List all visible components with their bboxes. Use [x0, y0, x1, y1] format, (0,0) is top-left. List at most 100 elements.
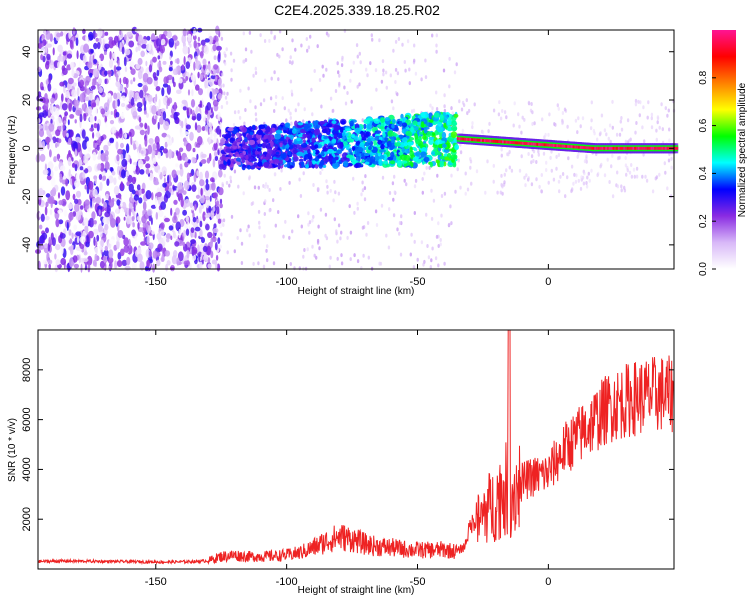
spectrogram-cell-noise [100, 152, 106, 162]
spectrogram-cell-faint [311, 112, 314, 117]
spectrogram-cell-noise [41, 86, 44, 91]
spectrogram-cell-noise [92, 151, 97, 161]
spectrogram-cell-noise [63, 209, 68, 217]
spectrogram-cell-noise [146, 35, 151, 41]
spectrogram-cell-faint [421, 177, 424, 181]
spectrogram-cell-band [263, 161, 270, 168]
spectrogram-cell-faint [283, 106, 286, 111]
spectrogram-cell-noise [199, 179, 205, 187]
spectrogram-cell-noise [115, 208, 119, 214]
snr-y-label: SNR (10 * v/v) [7, 418, 18, 482]
spectrogram-cell-noise [72, 175, 75, 186]
spectrogram-cell-noise [59, 233, 66, 239]
spectrogram-cell-band [450, 154, 457, 160]
spectrogram-cell-noise [70, 129, 73, 138]
spectrogram-cell-noise [68, 169, 71, 177]
spectrogram-cell-noise [60, 246, 64, 255]
spectrogram-cell-faint [311, 244, 314, 249]
spectrogram-cell-faint [390, 99, 394, 104]
spectrogram-cell-noise [209, 126, 213, 135]
spectrogram-cell-faint [531, 122, 534, 126]
spectrogram-cell-band [365, 123, 373, 130]
spectrogram-cell-faint [581, 116, 585, 121]
spectrogram-cell-faint [228, 183, 231, 188]
spectrogram-cell-band [268, 135, 271, 142]
spectrogram-cell-faint [503, 110, 507, 115]
spectrogram-cell-faint [496, 190, 499, 195]
spectrogram-cell-noise [181, 34, 187, 44]
spectrogram-cell-noise [88, 31, 94, 41]
spectrogram-cell-noise [101, 198, 105, 204]
spectrogram-cell-faint [236, 236, 239, 240]
spectrogram-cell-band [419, 131, 423, 135]
spectrogram-cell-faint [574, 179, 578, 184]
spectrogram-cell-noise [125, 97, 129, 106]
spectrogram-cell-noise [152, 143, 157, 152]
spectrogram-cell-noise [186, 107, 189, 117]
spectrogram-cell-noise [98, 223, 103, 233]
spectrogram-cell-noise [159, 230, 165, 237]
spectrogram-cell-noise [44, 206, 48, 216]
spectrogram-cell-faint [249, 99, 252, 104]
x-tick-label: -150 [145, 576, 167, 588]
spectrogram-cell-faint [508, 165, 511, 170]
spectrogram-cell-band [378, 160, 383, 167]
spectrogram-cell-noise [181, 99, 188, 105]
spectrogram-cell-faint [583, 159, 587, 164]
spectrogram-cell-band [298, 158, 304, 162]
spectrogram-cell-noise [132, 207, 135, 216]
spectrogram-cell-faint [460, 107, 464, 112]
spectrogram-cell-faint [220, 105, 224, 109]
spectrogram-cell-noise [154, 198, 158, 208]
spectrogram-cell-faint [338, 81, 341, 86]
spectrogram-cell-noise [202, 168, 205, 173]
spectrogram-cell-noise [121, 259, 128, 267]
spectrogram-cell-noise [89, 127, 95, 132]
spectrogram-cell-noise [201, 237, 205, 244]
spectrogram-cell-noise [160, 201, 167, 210]
spectrogram-cell-faint [338, 73, 341, 78]
y-tick-label: -40 [21, 237, 33, 253]
spectrogram-cell-faint [532, 149, 536, 154]
spectrogram-cell-noise [87, 250, 91, 256]
spectrogram-cell-faint [626, 168, 629, 173]
spectrogram-cell-band [326, 123, 333, 128]
spectrogram-cell-faint [269, 96, 273, 101]
spectrogram-cell-noise [191, 89, 194, 97]
spectrogram-cell-noise [83, 217, 89, 227]
spectrogram-cell-noise [198, 88, 203, 96]
spectrogram-cell-band [394, 126, 399, 132]
spectrogram-cell-noise [125, 170, 130, 177]
spectrogram-cell-noise [80, 205, 84, 210]
spectrogram-cell-faint [307, 45, 311, 50]
spectrogram-cell-noise [66, 53, 73, 59]
spectrogram-cell-noise [52, 237, 56, 247]
spectrogram-cell-band [246, 164, 251, 170]
spectrogram-cell-noise [116, 239, 120, 250]
spectrogram-cell-noise [176, 57, 180, 65]
spectrogram-cell-faint [487, 129, 490, 134]
spectrogram-cell-faint [531, 110, 534, 115]
spectrogram-cell-band [365, 131, 371, 137]
spectrogram-cell-noise [72, 27, 76, 35]
spectrogram-cell-noise [38, 42, 43, 49]
spectrogram-cell-faint [221, 72, 224, 77]
spectrogram-cell-band [439, 155, 446, 160]
spectrogram-cell-noise [96, 123, 100, 132]
spectrogram-cell-noise [182, 209, 188, 216]
spectrogram-cell-faint [453, 70, 457, 75]
spectrogram-cell-band [401, 160, 408, 164]
spectrogram-cell-faint [600, 113, 604, 118]
spectrogram-cell-band [277, 162, 281, 170]
spectrogram-cell-faint [420, 77, 423, 82]
spectrogram-cell-noise [65, 190, 71, 201]
spectrogram-cell-noise [197, 136, 203, 146]
spectrogram-cell-band [339, 141, 344, 149]
spectrogram-cell-faint [533, 121, 536, 126]
spectrogram-cell-faint [475, 169, 479, 174]
spectrogram-cell-noise [157, 121, 160, 130]
spectrogram-cell-noise [154, 115, 158, 120]
spectrogram-cell-noise [151, 192, 154, 201]
spectrogram-cell-noise [86, 141, 90, 149]
